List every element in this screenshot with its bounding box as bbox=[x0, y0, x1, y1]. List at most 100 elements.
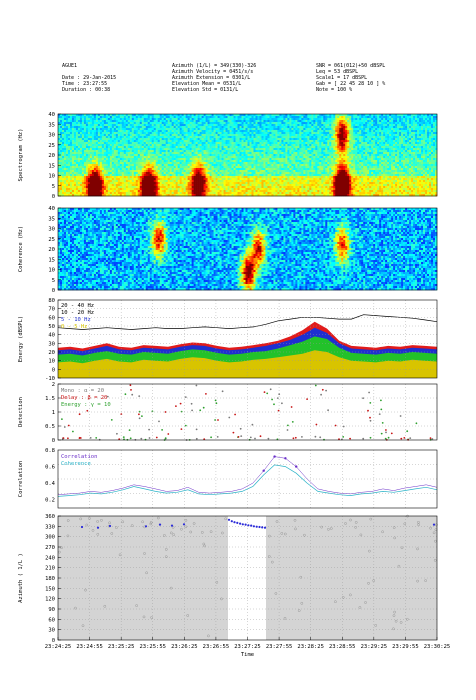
heatmap-cell bbox=[215, 194, 218, 197]
heatmap-cell bbox=[61, 154, 65, 157]
heatmap-cell bbox=[185, 124, 188, 127]
heatmap-cell bbox=[115, 140, 119, 143]
heatmap-cell bbox=[161, 154, 165, 157]
heatmap-cell bbox=[233, 182, 236, 185]
heatmap-cell bbox=[125, 158, 129, 161]
heatmap-cell bbox=[239, 174, 242, 177]
heatmap-cell bbox=[259, 154, 262, 157]
heatmap-cell bbox=[143, 148, 147, 151]
heatmap-cell bbox=[101, 166, 105, 169]
heatmap-cell bbox=[239, 186, 242, 189]
heatmap-cell bbox=[235, 192, 238, 195]
heatmap-cell bbox=[63, 176, 67, 179]
heatmap-cell bbox=[161, 140, 165, 143]
heatmap-cell bbox=[111, 118, 115, 121]
heatmap-cell bbox=[141, 126, 145, 129]
heatmap-cell bbox=[233, 190, 236, 193]
heatmap-cell bbox=[229, 192, 232, 195]
heatmap-cell bbox=[261, 146, 264, 149]
heatmap-cell bbox=[267, 136, 270, 139]
heatmap-cell bbox=[235, 130, 238, 133]
heatmap-cell bbox=[195, 156, 198, 159]
heatmap-cell bbox=[143, 132, 147, 135]
heatmap-cell bbox=[269, 142, 272, 145]
heatmap-cell bbox=[283, 118, 286, 121]
heatmap-cell bbox=[279, 172, 282, 175]
heatmap-cell bbox=[219, 172, 222, 175]
heatmap-cell bbox=[187, 150, 190, 153]
heatmap-cell bbox=[297, 118, 300, 121]
heatmap-cell bbox=[113, 118, 117, 121]
heatmap-cell bbox=[179, 142, 182, 145]
heatmap-cell bbox=[89, 122, 93, 125]
heatmap-cell bbox=[107, 158, 111, 161]
heatmap-cell bbox=[205, 138, 208, 141]
heatmap-cell bbox=[123, 138, 127, 141]
heatmap-cell bbox=[227, 138, 230, 141]
heatmap-cell bbox=[197, 178, 200, 181]
heatmap-cell bbox=[145, 184, 149, 187]
heatmap-cell bbox=[219, 116, 222, 119]
heatmap-cell bbox=[229, 128, 232, 131]
heatmap-cell bbox=[137, 170, 141, 173]
heatmap-cell bbox=[129, 140, 133, 143]
heatmap-cell bbox=[117, 128, 121, 131]
heatmap-cell bbox=[245, 170, 248, 173]
heatmap-cell bbox=[253, 158, 256, 161]
heatmap-cell bbox=[267, 180, 270, 183]
heatmap-cell bbox=[269, 182, 272, 185]
heatmap-cell bbox=[225, 136, 228, 139]
heatmap-cell bbox=[261, 160, 264, 163]
heatmap-cell bbox=[81, 134, 85, 137]
heatmap-cell bbox=[189, 142, 192, 145]
heatmap-cell bbox=[237, 116, 240, 119]
heatmap-cell bbox=[93, 148, 97, 151]
heatmap-cell bbox=[225, 130, 228, 133]
heatmap-cell bbox=[235, 124, 238, 127]
heatmap-cell bbox=[201, 148, 204, 151]
heatmap-cell bbox=[77, 148, 81, 151]
heatmap-cell bbox=[225, 166, 228, 169]
heatmap-cell bbox=[159, 116, 163, 119]
heatmap-cell bbox=[247, 172, 250, 175]
heatmap-cell bbox=[161, 124, 165, 127]
heatmap-cell bbox=[149, 140, 153, 143]
heatmap-cell bbox=[193, 128, 196, 131]
heatmap-cell bbox=[181, 192, 184, 195]
heatmap-cell bbox=[253, 132, 256, 135]
heatmap-cell bbox=[129, 182, 133, 185]
heatmap-cell bbox=[81, 116, 85, 119]
heatmap-cell bbox=[175, 172, 178, 175]
heatmap-cell bbox=[67, 170, 71, 173]
heatmap-cell bbox=[153, 142, 157, 145]
heatmap-cell bbox=[131, 138, 135, 141]
heatmap-cell bbox=[205, 152, 208, 155]
heatmap-cell bbox=[153, 136, 157, 139]
heatmap-cell bbox=[277, 128, 280, 131]
heatmap-cell bbox=[219, 136, 222, 139]
heatmap-cell bbox=[201, 164, 204, 167]
heatmap-cell bbox=[247, 120, 250, 123]
heatmap-cell bbox=[143, 180, 147, 183]
heatmap-cell bbox=[85, 120, 89, 123]
heatmap-cell bbox=[125, 124, 129, 127]
heatmap-cell bbox=[253, 118, 256, 121]
heatmap-cell bbox=[253, 142, 256, 145]
heatmap-cell bbox=[117, 184, 121, 187]
heatmap-cell bbox=[225, 144, 228, 147]
heatmap-cell bbox=[275, 162, 278, 165]
heatmap-cell bbox=[259, 150, 262, 153]
heatmap-cell bbox=[231, 114, 234, 117]
heatmap-cell bbox=[259, 186, 262, 189]
heatmap-cell bbox=[183, 184, 186, 187]
heatmap-cell bbox=[233, 144, 236, 147]
heatmap-cell bbox=[239, 168, 242, 171]
heatmap-cell bbox=[283, 146, 286, 149]
heatmap-cell bbox=[291, 140, 294, 143]
heatmap-cell bbox=[123, 134, 127, 137]
heatmap-cell bbox=[89, 158, 93, 161]
heatmap-cell bbox=[85, 116, 89, 119]
heatmap-cell bbox=[73, 122, 77, 125]
heatmap-cell bbox=[133, 126, 137, 129]
heatmap-cell bbox=[147, 162, 151, 165]
